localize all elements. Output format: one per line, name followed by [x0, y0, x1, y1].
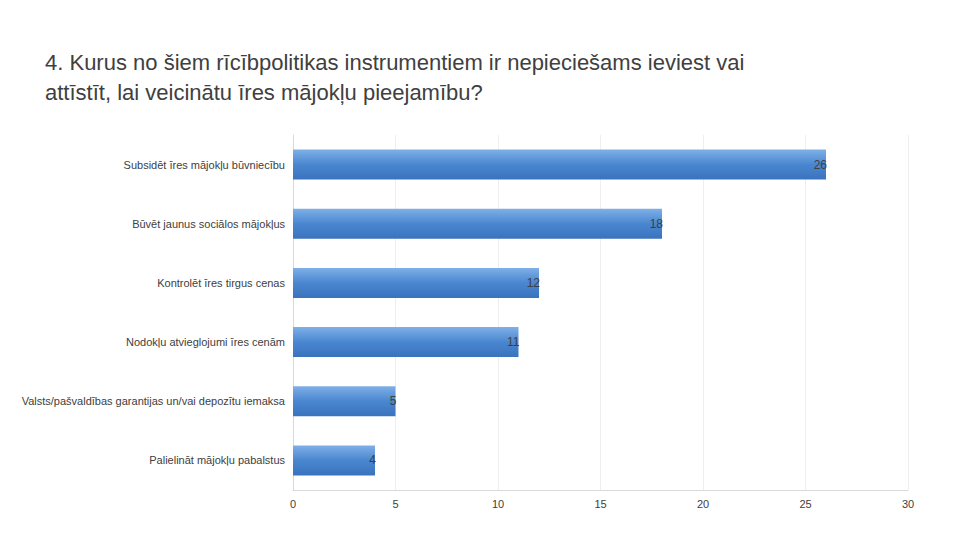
svg-text:18: 18	[650, 217, 664, 231]
svg-text:30: 30	[902, 498, 914, 510]
svg-text:5: 5	[392, 498, 398, 510]
svg-text:4. Kurus no šiem rīcībpolitika: 4. Kurus no šiem rīcībpolitikas instrume…	[45, 50, 751, 75]
svg-text:11: 11	[507, 335, 520, 349]
svg-text:5: 5	[390, 394, 397, 408]
svg-text:Palielināt mājokļu pabalstus: Palielināt mājokļu pabalstus	[149, 454, 285, 466]
svg-text:attīstīt, lai veicinātu īres m: attīstīt, lai veicinātu īres mājokļu pie…	[45, 80, 483, 105]
svg-text:15: 15	[594, 498, 606, 510]
svg-text:25: 25	[799, 498, 811, 510]
svg-text:Valsts/pašvaldības garantijas: Valsts/pašvaldības garantijas un/vai dep…	[22, 395, 286, 407]
svg-text:10: 10	[492, 498, 504, 510]
svg-text:26: 26	[814, 158, 828, 172]
svg-text:0: 0	[290, 498, 296, 510]
svg-text:Subsidēt īres mājokļu būvniecī: Subsidēt īres mājokļu būvniecību	[124, 159, 285, 171]
svg-text:12: 12	[527, 276, 541, 290]
svg-text:20: 20	[697, 498, 709, 510]
svg-text:Būvēt jaunus sociālos mājokļus: Būvēt jaunus sociālos mājokļus	[132, 218, 285, 230]
svg-text:Nodokļu atvieglojumi īres cenā: Nodokļu atvieglojumi īres cenām	[126, 336, 285, 348]
svg-text:Kontrolēt īres tirgus cenas: Kontrolēt īres tirgus cenas	[157, 277, 285, 289]
svg-text:4: 4	[369, 453, 376, 467]
